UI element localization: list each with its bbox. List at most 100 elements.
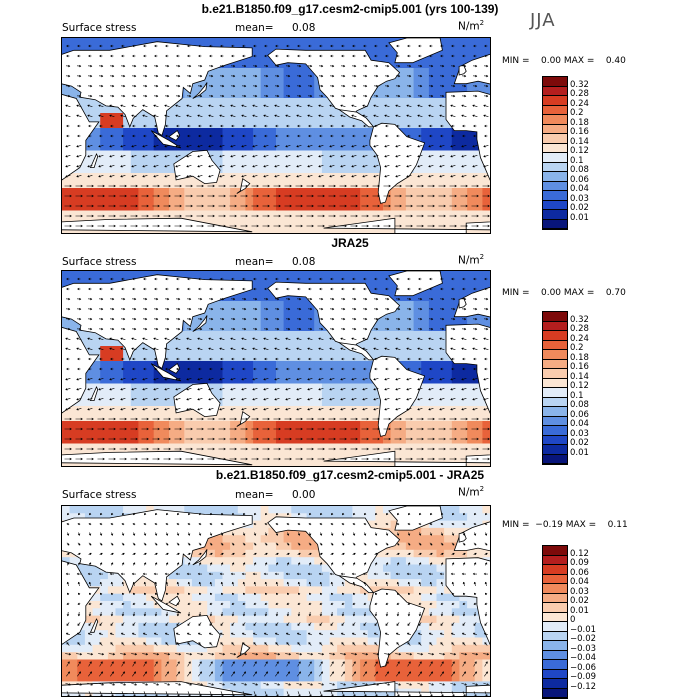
colorbar-swatch <box>543 172 567 182</box>
colorbar-swatch <box>543 546 567 556</box>
colorbar-swatch <box>543 650 567 660</box>
panel-2-variable-label: Surface stress <box>62 256 137 268</box>
colorbar-swatch <box>543 96 567 106</box>
colorbar-swatch <box>543 555 567 565</box>
colorbar-tick-label: 0.2 <box>570 108 584 118</box>
panel-1-unit: N/m2 <box>458 19 485 33</box>
colorbar-tick-label: 0.16 <box>570 362 589 372</box>
colorbar-swatch <box>543 143 567 153</box>
panel-2-minmax: MIN = 0.00 MAX = 0.70 <box>502 288 626 298</box>
colorbar-swatch <box>543 331 567 341</box>
colorbar-swatch <box>543 210 567 220</box>
colorbar-swatch <box>543 593 567 603</box>
panel-2-map <box>61 270 491 467</box>
colorbar-tick-label: 0.24 <box>570 98 589 109</box>
panel-2-mean-label: mean= <box>235 256 274 268</box>
colorbar-tick-label: 0.01 <box>570 212 589 223</box>
panel-2-title: JRA25 <box>331 236 369 250</box>
panel-3-title: b.e21.B1850.f09_g17.cesm2-cmip5.001 - JR… <box>215 468 485 482</box>
colorbar-swatch <box>543 397 567 407</box>
colorbar-tick-label: 0.03 <box>570 193 589 204</box>
colorbar-swatch <box>543 350 567 360</box>
colorbar-tick-label: 0.32 <box>570 79 589 90</box>
colorbar-tick-label: 0.24 <box>570 333 589 344</box>
panel-1-minmax: MIN = 0.00 MAX = 0.40 <box>502 56 626 66</box>
colorbar-tick-label: 0.01 <box>570 605 589 616</box>
map-plot <box>62 38 490 233</box>
colorbar-swatch <box>543 77 567 87</box>
colorbar-swatch <box>543 105 567 115</box>
colorbar-swatch <box>543 407 567 417</box>
colorbar-tick-label: 0.14 <box>570 136 589 147</box>
colorbar-swatch <box>543 565 567 575</box>
colorbar-tick-label: 0.12 <box>570 548 589 559</box>
colorbar-tick-label: 0.08 <box>570 400 589 410</box>
colorbar-tick-label: 0.32 <box>570 314 589 325</box>
colorbar-swatch <box>543 115 567 125</box>
colorbar-tick-label: 0.03 <box>570 428 589 439</box>
panel-3-mean-label: mean= <box>235 489 274 501</box>
colorbar-tick-label: −0.01 <box>570 624 597 635</box>
colorbar-tick-label: 0.02 <box>570 203 589 213</box>
panel-3-variable-label: Surface stress <box>62 489 137 501</box>
colorbar-tick-label: 0.03 <box>570 586 589 597</box>
colorbar-swatch <box>543 86 567 96</box>
panel-1-title: b.e21.B1850.f09_g17.cesm2-cmip5.001 (yrs… <box>201 2 499 16</box>
panel-1-colorbar <box>542 76 568 230</box>
panel-1-mean-label: mean= <box>235 22 274 34</box>
colorbar-swatch <box>543 416 567 426</box>
colorbar-swatch <box>543 181 567 191</box>
panel-3-colorbar <box>542 545 568 699</box>
colorbar-swatch <box>543 426 567 436</box>
colorbar-tick-label: 0.04 <box>570 577 589 587</box>
colorbar-tick-label: 0.28 <box>570 89 589 99</box>
panel-3-map <box>61 505 491 697</box>
colorbar-tick-label: 0.18 <box>570 352 589 363</box>
colorbar-tick-label: 0.06 <box>570 174 589 185</box>
colorbar-swatch <box>543 219 567 229</box>
colorbar-tick-label: 0 <box>570 615 576 625</box>
colorbar-tick-label: 0.04 <box>570 184 589 194</box>
colorbar-tick-label: 0.06 <box>570 567 589 578</box>
colorbar-swatch <box>543 321 567 331</box>
colorbar-tick-label: 0.01 <box>570 447 589 458</box>
colorbar-tick-label: 0.1 <box>570 155 584 166</box>
colorbar-tick-label: 0.12 <box>570 146 589 156</box>
colorbar-tick-label: 0.16 <box>570 127 589 137</box>
colorbar-swatch <box>543 445 567 455</box>
panel-1-variable-label: Surface stress <box>62 22 137 34</box>
colorbar-tick-label: −0.02 <box>570 634 597 644</box>
colorbar-swatch <box>543 200 567 210</box>
colorbar-tick-label: −0.12 <box>570 681 597 692</box>
colorbar-tick-label: −0.03 <box>570 643 597 654</box>
colorbar-tick-label: 0.04 <box>570 419 589 429</box>
panel-1-mean-value: 0.08 <box>292 22 316 34</box>
colorbar-swatch <box>543 340 567 350</box>
colorbar-tick-label: 0.12 <box>570 381 589 391</box>
map-plot <box>62 271 490 466</box>
season-label: JJA <box>530 10 556 31</box>
colorbar-swatch <box>543 612 567 622</box>
colorbar-tick-label: 0.28 <box>570 324 589 334</box>
colorbar-swatch <box>543 584 567 594</box>
panel-3-mean-value: 0.00 <box>292 489 316 501</box>
colorbar-tick-label: −0.09 <box>570 672 597 682</box>
colorbar-swatch <box>543 660 567 670</box>
colorbar-tick-label: 0.18 <box>570 117 589 128</box>
colorbar-tick-label: 0.09 <box>570 558 589 568</box>
colorbar-tick-label: 0.14 <box>570 371 589 382</box>
colorbar-swatch <box>543 134 567 144</box>
colorbar-tick-label: −0.04 <box>570 653 597 663</box>
panel-3-unit: N/m2 <box>458 485 485 499</box>
colorbar-swatch <box>543 369 567 379</box>
colorbar-tick-label: 0.02 <box>570 596 589 606</box>
colorbar-swatch <box>543 435 567 445</box>
colorbar-swatch <box>543 574 567 584</box>
colorbar-swatch <box>543 162 567 172</box>
panel-2-unit: N/m2 <box>458 253 485 267</box>
colorbar-swatch <box>543 688 567 698</box>
colorbar-swatch <box>543 603 567 613</box>
colorbar-swatch <box>543 378 567 388</box>
colorbar-swatch <box>543 312 567 322</box>
colorbar-swatch <box>543 359 567 369</box>
